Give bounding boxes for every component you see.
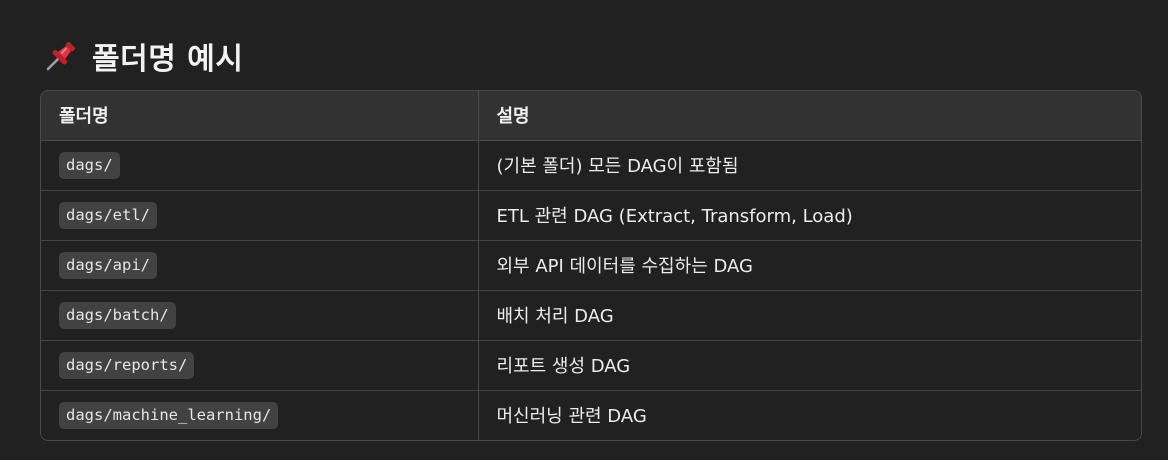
- description-cell: (기본 폴더) 모든 DAG이 포함됨: [477, 140, 1141, 190]
- folder-code: dags/api/: [59, 251, 157, 279]
- description-cell: 외부 API 데이터를 수집하는 DAG: [477, 239, 1141, 290]
- table-row: dags/batch/ 배치 처리 DAG: [41, 289, 1141, 340]
- description-cell: ETL 관련 DAG (Extract, Transform, Load): [477, 189, 1141, 240]
- table-row: dags/ (기본 폴더) 모든 DAG이 포함됨: [41, 140, 1141, 190]
- table-row: dags/api/ 외부 API 데이터를 수집하는 DAG: [41, 239, 1141, 290]
- description-cell: 배치 처리 DAG: [477, 289, 1141, 340]
- table-row: dags/reports/ 리포트 생성 DAG: [41, 339, 1141, 390]
- folder-cell: dags/: [41, 140, 478, 190]
- table-row: dags/machine_learning/ 머신러닝 관련 DAG: [41, 389, 1141, 440]
- pushpin-icon: [44, 39, 78, 73]
- folder-code: dags/reports/: [59, 351, 195, 379]
- folder-cell: dags/reports/: [41, 339, 478, 390]
- description-cell: 리포트 생성 DAG: [477, 339, 1141, 390]
- section-heading: 폴더명 예시: [44, 34, 243, 78]
- folder-cell: dags/api/: [41, 239, 478, 290]
- folder-cell: dags/etl/: [41, 189, 478, 240]
- table-header-row: 폴더명 설명: [41, 91, 1141, 141]
- header-description: 설명: [477, 91, 1141, 141]
- folder-code: dags/etl/: [59, 201, 157, 229]
- folder-cell: dags/machine_learning/: [41, 389, 478, 440]
- table-row: dags/etl/ ETL 관련 DAG (Extract, Transform…: [41, 189, 1141, 240]
- folder-cell: dags/batch/: [41, 289, 478, 340]
- folder-code: dags/machine_learning/: [59, 401, 279, 429]
- description-cell: 머신러닝 관련 DAG: [477, 389, 1141, 440]
- folder-table: 폴더명 설명 dags/ (기본 폴더) 모든 DAG이 포함됨 dags/et…: [40, 90, 1142, 441]
- folder-code: dags/batch/: [59, 301, 176, 329]
- header-folder-name: 폴더명: [41, 91, 478, 141]
- folder-code: dags/: [59, 151, 120, 179]
- heading-title: 폴더명 예시: [92, 42, 244, 77]
